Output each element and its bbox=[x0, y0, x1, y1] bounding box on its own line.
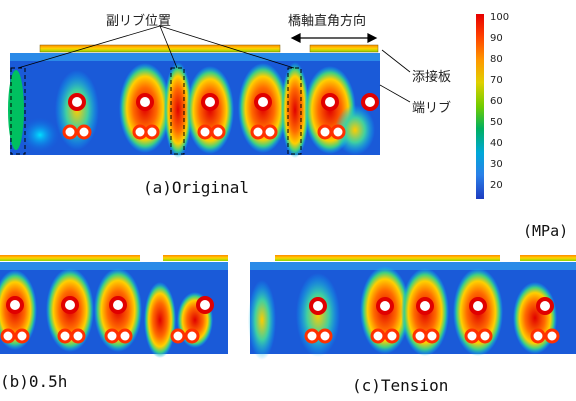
caption-half-height: (b)0.5h bbox=[0, 372, 68, 391]
colorbar-tick-90: 90 bbox=[490, 33, 503, 44]
caption-tension: (c)Tension bbox=[352, 376, 449, 395]
splice-plate-right-a bbox=[309, 44, 379, 53]
colorbar-tick-50: 50 bbox=[490, 117, 503, 128]
label-end-rib: 端リブ bbox=[412, 101, 452, 116]
colorbar-tick-40: 40 bbox=[490, 138, 503, 149]
colorbar-tick-30: 30 bbox=[490, 159, 503, 170]
sub-rib-box-right bbox=[287, 67, 302, 155]
label-sub-rib-position: 副リブ位置 bbox=[106, 14, 172, 29]
colorbar-unit: (MPa) bbox=[523, 222, 569, 240]
caption-original: (a)Original bbox=[143, 178, 249, 197]
colorbar-tick-70: 70 bbox=[490, 75, 503, 86]
colorbar bbox=[476, 14, 484, 199]
colorbar-tick-80: 80 bbox=[490, 54, 503, 65]
label-transverse-direction: 橋軸直角方向 bbox=[288, 14, 367, 29]
splice-plate-left-a bbox=[39, 44, 281, 53]
colorbar-tick-100: 100 bbox=[490, 12, 510, 23]
colorbar-tick-20: 20 bbox=[490, 180, 503, 191]
sub-rib-box-center bbox=[170, 67, 185, 155]
colorbar-tick-60: 60 bbox=[490, 96, 503, 107]
label-splice-plate: 添接板 bbox=[412, 70, 452, 85]
